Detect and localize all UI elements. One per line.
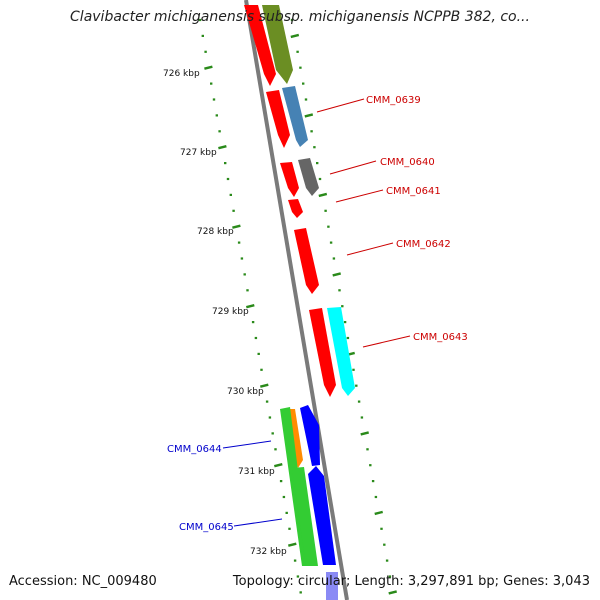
left-rail-tick [260, 383, 269, 388]
right-rail-tick [360, 431, 369, 436]
gene-feature-red-1[interactable] [244, 5, 276, 86]
gene-label-CMM_0641[interactable]: CMM_0641 [386, 186, 441, 197]
tick-label-729: 729 kbp [212, 307, 249, 317]
gene-feature-blue-bottom[interactable] [326, 572, 338, 600]
right-rail-tick [332, 272, 341, 277]
tick-labels: 726 kbp 727 kbp 728 kbp 729 kbp 730 kbp … [163, 69, 287, 557]
right-rail-tick [318, 192, 328, 198]
left-rail-tick [232, 224, 241, 229]
gene-label-CMM_0642[interactable]: CMM_0642 [396, 239, 451, 250]
right-rail-tick [374, 510, 383, 516]
callout-lines [222, 98, 411, 527]
tick-rails [198, 18, 397, 595]
gene-label-CMM_0643[interactable]: CMM_0643 [413, 332, 468, 343]
gene-feature-CMM_0642[interactable] [294, 228, 319, 294]
tick-label-732: 732 kbp [250, 547, 287, 557]
gene-feature-blue-2[interactable] [308, 466, 336, 565]
reverse-strand-features [244, 5, 336, 397]
left-rail-tick [204, 65, 213, 70]
gene-label-CMM_0645[interactable]: CMM_0645 [179, 522, 234, 533]
map-title: Clavibacter michiganensis subsp. michiga… [70, 9, 530, 25]
tick-label-726: 726 kbp [163, 69, 200, 79]
forward-strand-features [262, 5, 355, 468]
gene-feature-red-2[interactable] [266, 90, 290, 148]
gene-feature-red-small[interactable] [288, 199, 303, 218]
right-rail-tick [388, 590, 397, 595]
gene-feature-CMM_0645[interactable] [292, 467, 318, 566]
gene-label-CMM_0644[interactable]: CMM_0644 [167, 444, 222, 455]
left-rail-tick [246, 304, 255, 309]
left-rail-tick [274, 463, 283, 468]
genome-backbone [244, 0, 349, 600]
tick-label-731: 731 kbp [238, 467, 275, 477]
tick-label-730: 730 kbp [227, 387, 264, 397]
right-rail-tick [304, 113, 314, 118]
gene-feature-CMM_0641[interactable] [280, 162, 299, 197]
left-rail-tick [218, 145, 227, 150]
gene-feature-blue-1[interactable] [300, 405, 320, 466]
gene-feature-red-3[interactable] [309, 308, 336, 397]
gene-feature-CMM_0643[interactable] [327, 307, 355, 396]
gene-feature-CMM_0639[interactable] [282, 86, 308, 147]
genome-summary: Topology: circular; Length: 3,297,891 bp… [232, 574, 590, 589]
gene-feature-CMM_0640[interactable] [298, 158, 319, 196]
tick-label-728: 728 kbp [197, 227, 234, 237]
gene-label-CMM_0640[interactable]: CMM_0640 [380, 157, 435, 168]
gene-feature-olive[interactable] [262, 5, 293, 84]
tick-label-727: 727 kbp [180, 148, 217, 158]
right-rail-tick [290, 33, 300, 39]
gene-labels: CMM_0639 CMM_0640 CMM_0641 CMM_0642 CMM_… [167, 95, 468, 533]
accession-text: Accession: NC_009480 [9, 574, 157, 589]
left-rail-tick [288, 542, 297, 547]
lower-features [280, 405, 338, 600]
gene-label-CMM_0639[interactable]: CMM_0639 [366, 95, 421, 106]
